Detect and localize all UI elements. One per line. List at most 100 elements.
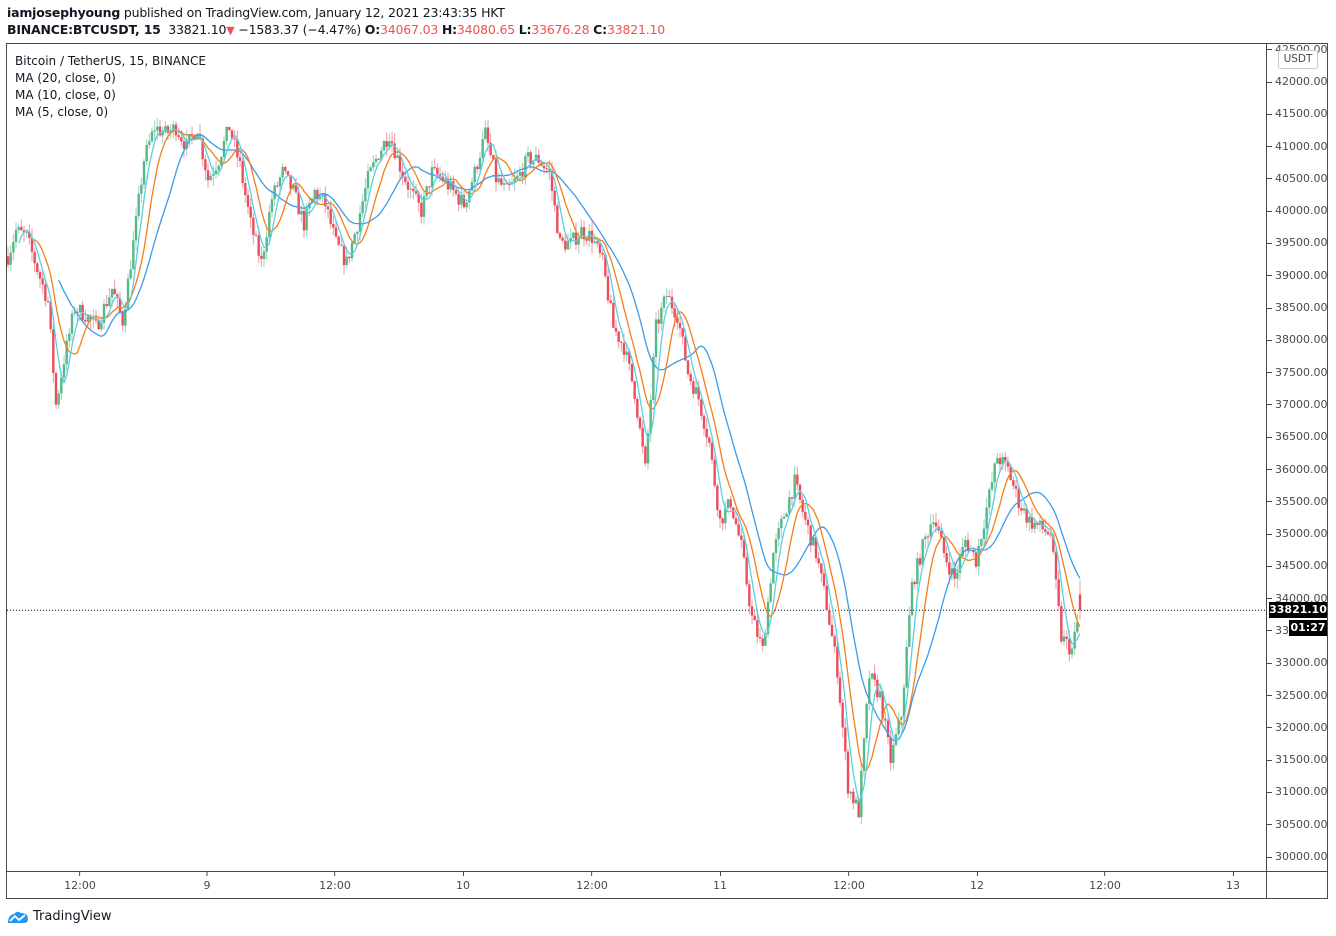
candle-down bbox=[276, 185, 279, 187]
candle-down bbox=[1030, 516, 1034, 529]
candle-down bbox=[548, 169, 551, 171]
candle-down bbox=[753, 615, 756, 621]
candle-down bbox=[166, 126, 170, 133]
candle-up bbox=[300, 210, 303, 215]
candle-down bbox=[820, 563, 823, 574]
candlestick-chart[interactable] bbox=[7, 44, 1266, 871]
price-change: −1583.37 (−4.47%) bbox=[238, 22, 362, 37]
candle-up bbox=[220, 156, 223, 166]
candle-down bbox=[617, 331, 620, 342]
candle-down bbox=[798, 484, 802, 500]
candle-up bbox=[126, 278, 130, 310]
candle-up bbox=[862, 738, 866, 771]
candle-up bbox=[988, 489, 991, 508]
candle-down bbox=[257, 235, 260, 256]
candle-down bbox=[22, 230, 26, 233]
candle-up bbox=[62, 364, 66, 378]
candle-down bbox=[817, 558, 820, 564]
candle-down bbox=[406, 181, 410, 190]
candle-down bbox=[454, 190, 458, 194]
last-price: 33821.10 bbox=[168, 22, 227, 37]
currency-button[interactable]: USDT bbox=[1278, 50, 1318, 69]
candle-down bbox=[628, 351, 631, 364]
price-tick: 41500.00 bbox=[1267, 107, 1327, 120]
candle-down bbox=[1065, 636, 1068, 640]
candle-down bbox=[814, 537, 818, 559]
candle-down bbox=[841, 702, 844, 728]
legend-ma10[interactable]: MA (10, close, 0) bbox=[15, 88, 116, 102]
candle-down bbox=[76, 312, 79, 314]
candle-up bbox=[518, 171, 522, 176]
price-tick: 35500.00 bbox=[1267, 495, 1327, 508]
candle-up bbox=[980, 539, 983, 546]
candle-down bbox=[638, 417, 642, 429]
candle-up bbox=[892, 745, 895, 763]
candle-down bbox=[1049, 534, 1052, 536]
candle-up bbox=[153, 130, 156, 132]
candle-down bbox=[636, 398, 639, 418]
candle-down bbox=[286, 170, 290, 176]
price-tick: 35000.00 bbox=[1267, 527, 1327, 540]
tradingview-brand[interactable]: TradingView bbox=[7, 909, 112, 924]
candle-down bbox=[177, 135, 180, 138]
author-name[interactable]: iamjosephyoung bbox=[7, 5, 121, 20]
candle-down bbox=[52, 329, 55, 374]
candle-down bbox=[612, 302, 615, 328]
candle-down bbox=[401, 171, 404, 177]
price-axis[interactable]: 42500.00 42000.00 41500.00 41000.00 40500.00… bbox=[1267, 44, 1327, 871]
candle-up bbox=[350, 242, 354, 259]
candle-up bbox=[358, 213, 362, 232]
candle-down bbox=[953, 568, 956, 579]
candle-down bbox=[377, 158, 380, 160]
candle-down bbox=[806, 519, 810, 526]
candle-down bbox=[761, 638, 764, 646]
candle-down bbox=[297, 192, 300, 215]
candle-down bbox=[716, 485, 719, 511]
price-tick: 34000.00 bbox=[1267, 592, 1327, 605]
candle-up bbox=[222, 140, 226, 157]
candle-down bbox=[84, 319, 87, 322]
candle-down bbox=[582, 227, 586, 239]
candle-up bbox=[313, 189, 316, 199]
candle-down bbox=[49, 301, 52, 330]
candle-up bbox=[577, 237, 580, 245]
candle-down bbox=[420, 202, 423, 217]
candle-up bbox=[897, 719, 900, 735]
candle-down bbox=[436, 167, 439, 175]
candle-up bbox=[470, 182, 474, 191]
price-tick: 37500.00 bbox=[1267, 366, 1327, 379]
candle-up bbox=[900, 717, 903, 720]
candle-down bbox=[748, 584, 751, 607]
candle-up bbox=[780, 518, 783, 529]
candle-down bbox=[729, 499, 732, 508]
candle-down bbox=[622, 343, 626, 355]
candle-down bbox=[942, 537, 946, 554]
candle-up bbox=[646, 433, 650, 464]
legend-series-title[interactable]: Bitcoin / TetherUS, 15, BINANCE bbox=[15, 54, 206, 68]
price-chart-pane[interactable] bbox=[7, 44, 1266, 871]
candle-up bbox=[950, 568, 954, 575]
chart-legend: Bitcoin / TetherUS, 15, BINANCE MA (20, … bbox=[15, 53, 206, 121]
candle-down bbox=[606, 276, 610, 301]
candle-up bbox=[985, 507, 988, 529]
candle-up bbox=[86, 315, 90, 322]
candle-up bbox=[345, 256, 348, 266]
candle-down bbox=[1006, 461, 1010, 467]
candle-up bbox=[273, 185, 276, 200]
time-axis[interactable]: 12:00 9 12:00 10 12:00 11 12:00 12 12:00 13 bbox=[7, 872, 1266, 898]
price-tick: 30000.00 bbox=[1267, 850, 1327, 863]
candle-down bbox=[294, 185, 298, 193]
candle-down bbox=[494, 159, 498, 183]
price-tick: 42500.00 bbox=[1267, 44, 1327, 56]
candle-up bbox=[774, 539, 778, 553]
legend-ma5[interactable]: MA (5, close, 0) bbox=[15, 105, 109, 119]
candle-up bbox=[982, 528, 986, 540]
price-tick: 40000.00 bbox=[1267, 204, 1327, 217]
legend-ma20[interactable]: MA (20, close, 0) bbox=[15, 71, 116, 85]
candle-up bbox=[878, 691, 882, 698]
candle-up bbox=[854, 799, 858, 804]
candle-up bbox=[812, 537, 815, 546]
candle-up bbox=[270, 199, 274, 213]
candle-down bbox=[641, 428, 644, 447]
candle-up bbox=[78, 304, 82, 313]
